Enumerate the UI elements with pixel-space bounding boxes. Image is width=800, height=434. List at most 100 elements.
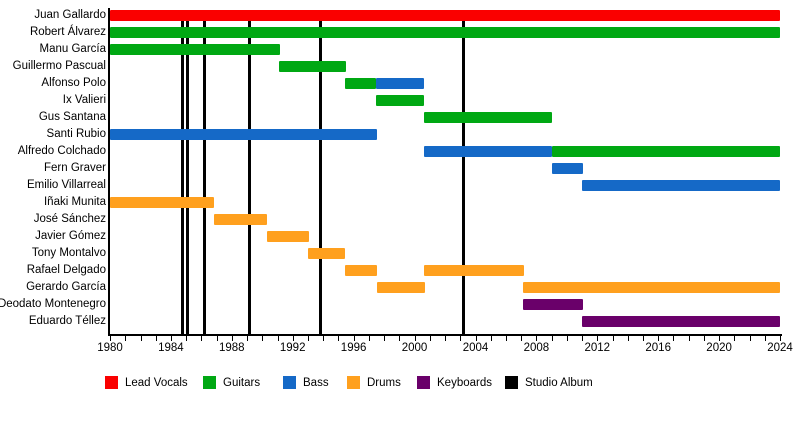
x-axis-tick-label: 2024 — [767, 342, 793, 354]
x-axis-tick-label: 2020 — [706, 342, 732, 354]
legend-swatch-keyboards — [417, 376, 430, 389]
studio-album-line — [180, 10, 184, 335]
row-label-guillermo-pascual: Guillermo Pascual — [12, 60, 106, 72]
row-label-gus-santana: Gus Santana — [38, 111, 106, 123]
x-axis-tick — [536, 336, 538, 341]
row-label-javier-gomez: Javier Gómez — [35, 230, 106, 242]
x-axis-tick — [140, 336, 142, 341]
x-axis-tick-label: 2000 — [401, 342, 428, 354]
x-axis-tick — [703, 336, 705, 341]
timeline-bar-guillermo-pascual-guitars — [279, 61, 346, 72]
x-axis-tick — [688, 336, 690, 341]
row-label-santi-rubio: Santi Rubio — [46, 128, 106, 140]
x-axis-tick — [673, 336, 675, 341]
timeline-bar-fern-graver-bass — [551, 163, 583, 174]
row-label-deodato-montenegro: Deodato Montenegro — [0, 298, 106, 310]
y-axis-line — [108, 8, 110, 336]
x-axis-tick — [612, 336, 614, 341]
x-axis-tick-label: 2004 — [462, 342, 489, 354]
x-axis-tick-label: 2008 — [523, 342, 550, 354]
x-axis-tick — [445, 336, 446, 341]
x-axis-tick — [643, 336, 644, 341]
x-axis-tick — [323, 336, 325, 341]
row-label-eduardo-tellez: Eduardo Téllez — [28, 315, 106, 327]
x-axis-tick — [658, 336, 660, 341]
x-axis-tick — [627, 336, 629, 341]
timeline-bar-eduardo-tellez-keyboards — [582, 316, 780, 327]
x-axis-tick — [308, 336, 309, 341]
timeline-bar-santi-rubio-bass — [110, 129, 377, 140]
row-label-robert-alvarez: Robert Álvarez — [29, 26, 106, 38]
x-axis-tick — [125, 336, 127, 341]
row-label-tony-montalvo: Tony Montalvo — [31, 247, 106, 259]
legend-label: Keyboards — [437, 377, 492, 389]
timeline-bar-ix-valieri-guitars — [375, 95, 425, 106]
x-axis-tick — [277, 336, 279, 341]
x-axis-tick — [749, 336, 751, 341]
timeline-bar-jose-sanchez-drums — [214, 214, 267, 225]
x-axis-tick — [475, 336, 477, 341]
row-label-emilio-villarreal: Emilio Villarreal — [26, 179, 106, 191]
timeline-bar-gus-santana-guitars — [423, 112, 552, 123]
x-axis-tick — [170, 336, 172, 341]
timeline-bar-manu-garcia-guitars — [110, 44, 280, 55]
x-axis-tick — [368, 336, 370, 341]
row-label-manu-garcia: Manu García — [39, 43, 106, 55]
x-axis-tick — [582, 336, 583, 341]
x-axis-tick-label: 1984 — [158, 342, 184, 354]
legend-label: Lead Vocals — [125, 377, 188, 389]
x-axis-tick-label: 1996 — [340, 342, 367, 354]
x-axis-tick — [566, 336, 568, 341]
x-axis-tick — [414, 336, 416, 341]
studio-album-line — [318, 10, 322, 335]
x-axis-tick — [292, 336, 294, 341]
x-axis-tick — [505, 336, 507, 341]
timeline-bar-robert-alvarez-guitars — [110, 27, 780, 38]
timeline-bar-gerardo-garcia-drums — [376, 282, 425, 293]
x-axis-tick-label: 1988 — [219, 342, 245, 354]
row-label-gerardo-garcia: Gerardo García — [26, 281, 106, 293]
x-axis-tick-label: 1980 — [97, 342, 123, 354]
x-axis-tick — [460, 336, 462, 341]
timeline-bar-emilio-villarreal-bass — [582, 180, 780, 191]
x-axis-tick-label: 2012 — [584, 342, 611, 354]
timeline-bar-alfonso-polo-bass — [375, 78, 425, 89]
x-axis-tick — [110, 336, 111, 341]
row-label-juan-gallardo: Juan Gallardo — [34, 9, 106, 21]
x-axis-tick — [384, 336, 386, 341]
x-axis-tick — [353, 336, 355, 341]
x-axis-tick — [262, 336, 264, 341]
x-axis-tick — [719, 336, 721, 341]
legend-label: Drums — [367, 377, 401, 389]
x-axis-tick — [597, 336, 599, 341]
x-axis-tick — [155, 336, 157, 341]
x-axis-tick-label: 2016 — [645, 342, 671, 354]
legend-swatch-album — [505, 376, 518, 389]
row-label-alfredo-colchado: Alfredo Colchado — [17, 145, 106, 157]
legend-label: Guitars — [223, 377, 261, 389]
timeline-bar-rafael-delgado-drums — [423, 265, 525, 276]
timeline-bar-rafael-delgado-drums — [344, 265, 377, 276]
x-axis-tick — [521, 336, 523, 341]
timeline-bar-inaki-munita-drums — [110, 197, 215, 208]
legend-label: Bass — [303, 377, 329, 389]
x-axis-tick — [399, 336, 401, 341]
legend-swatch-bass — [283, 376, 296, 389]
x-axis-tick — [186, 336, 188, 341]
legend-swatch-drums — [347, 376, 360, 389]
row-label-jose-sanchez: José Sánchez — [33, 213, 106, 225]
legend-swatch-vocals — [105, 376, 118, 389]
row-label-alfonso-polo: Alfonso Polo — [41, 77, 106, 89]
x-axis-tick — [338, 336, 340, 341]
timeline-bar-alfredo-colchado-guitars — [551, 146, 780, 157]
x-axis-tick — [247, 336, 248, 341]
timeline-bar-tony-montalvo-drums — [308, 248, 345, 259]
row-label-ix-valieri: Ix Valieri — [62, 94, 106, 106]
row-label-rafael-delgado: Rafael Delgado — [26, 264, 106, 276]
legend-label: Studio Album — [525, 377, 593, 389]
x-axis-line — [108, 334, 782, 336]
x-axis-tick — [734, 336, 736, 341]
timeline-bar-javier-gomez-drums — [266, 231, 309, 242]
x-axis-tick — [429, 336, 431, 341]
